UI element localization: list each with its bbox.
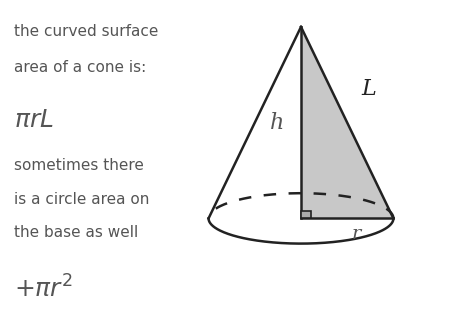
Text: area of a cone is:: area of a cone is: (14, 60, 146, 76)
Text: r: r (352, 224, 361, 243)
Text: the curved surface: the curved surface (14, 24, 159, 39)
Text: $+ \pi r^2$: $+ \pi r^2$ (14, 276, 73, 303)
Polygon shape (301, 27, 393, 218)
Text: $\pi rL$: $\pi rL$ (14, 108, 54, 131)
Polygon shape (301, 211, 311, 218)
Text: L: L (361, 78, 376, 100)
Text: h: h (270, 112, 284, 134)
Text: sometimes there: sometimes there (14, 158, 144, 173)
Polygon shape (209, 27, 301, 218)
Text: is a circle area on: is a circle area on (14, 192, 150, 207)
Text: the base as well: the base as well (14, 225, 138, 240)
